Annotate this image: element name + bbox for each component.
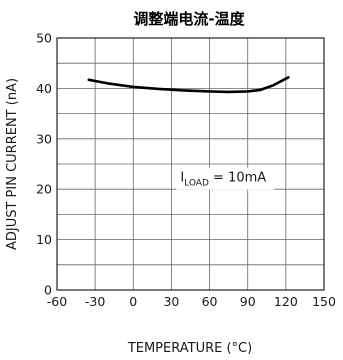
data-point	[287, 76, 290, 79]
data-point	[259, 89, 262, 91]
data-point	[183, 89, 186, 92]
x-tick-label: 30	[163, 294, 179, 309]
annotation-text: ILOAD = 10mA	[180, 171, 266, 189]
x-tick-label: 90	[240, 294, 256, 309]
x-tick-label: -60	[47, 294, 67, 309]
data-point	[87, 78, 90, 81]
x-tick-label: 0	[129, 294, 137, 309]
y-tick-label: 0	[44, 283, 52, 298]
data-point	[132, 85, 135, 88]
y-tick-labels: 0 10 20 30 40 50	[36, 31, 52, 298]
data-point	[246, 90, 249, 93]
x-tick-label: 120	[274, 294, 298, 309]
data-point	[272, 84, 275, 87]
y-tick-label: 30	[36, 131, 52, 146]
series-line	[87, 76, 290, 94]
grid	[56, 37, 325, 291]
y-tick-label: 10	[36, 232, 52, 247]
data-point	[157, 88, 160, 90]
data-point	[227, 91, 230, 93]
y-tick-label: 20	[36, 182, 52, 197]
y-tick-label: 50	[36, 31, 52, 46]
chart-title: 调整端电流-温度	[133, 10, 245, 28]
x-tick-label: -30	[85, 294, 105, 309]
annotation-background	[176, 167, 275, 190]
x-tick-label: 150	[312, 294, 336, 309]
x-axis-label: TEMPERATURE (°C)	[127, 341, 252, 356]
data-point	[208, 90, 211, 93]
plot-frame	[56, 37, 325, 291]
series-layer	[87, 76, 290, 94]
data-point	[106, 82, 109, 85]
y-axis-label: ADJUST PIN CURRENT (nA)	[5, 78, 20, 250]
x-tick-label: 60	[202, 294, 218, 309]
y-tick-label: 40	[36, 81, 52, 96]
annotation-iload: ILOAD = 10mA	[176, 167, 275, 190]
x-tick-labels: -60 -30 0 30 60 90 120 150	[47, 294, 336, 309]
